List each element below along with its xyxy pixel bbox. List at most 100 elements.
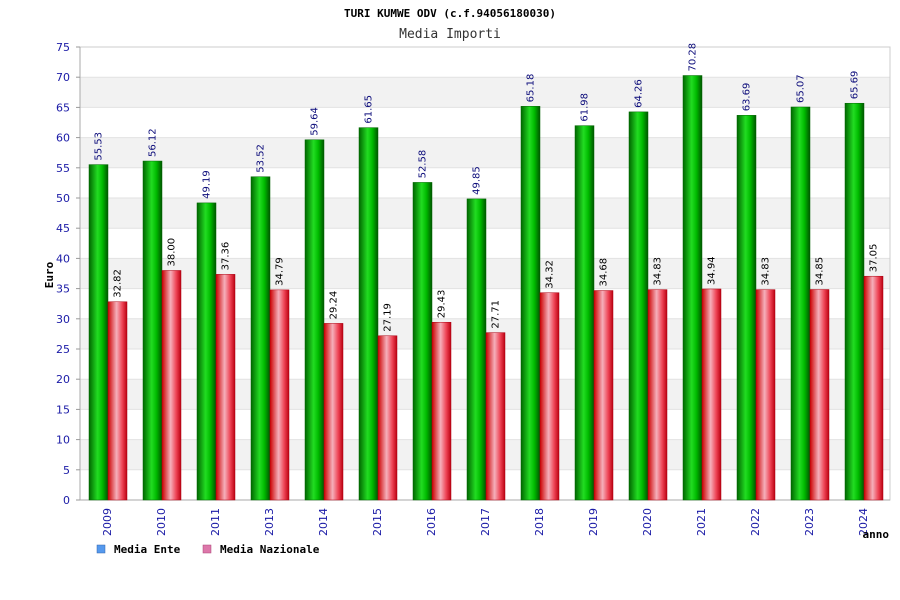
- bar-media-ente: [682, 75, 703, 501]
- y-tick-label: 75: [56, 41, 70, 54]
- bar-media-ente: [412, 182, 433, 501]
- x-tick-label: 2010: [155, 508, 168, 536]
- bar-media-ente: [304, 139, 325, 501]
- bar-media-ente: [520, 106, 541, 501]
- y-tick-label: 25: [56, 343, 70, 356]
- value-label-media-ente: 63.69: [742, 83, 753, 112]
- value-label-media-nazionale: 27.19: [383, 303, 394, 332]
- value-label-media-nazionale: 34.68: [599, 258, 610, 287]
- x-tick-label: 2016: [425, 508, 438, 536]
- bar-media-ente: [88, 164, 109, 501]
- y-axis-label: Euro: [43, 261, 56, 288]
- value-label-media-ente: 49.19: [202, 170, 213, 199]
- bars: [88, 75, 884, 501]
- y-tick-label: 65: [56, 101, 70, 114]
- bar-media-ente: [736, 115, 757, 501]
- value-label-media-ente: 65.07: [796, 74, 807, 103]
- y-tick-label: 40: [56, 252, 70, 265]
- value-label-media-nazionale: 34.94: [707, 256, 718, 285]
- y-tick-label: 10: [56, 434, 70, 447]
- value-label-media-nazionale: 27.71: [491, 300, 502, 329]
- value-label-media-ente: 70.28: [688, 43, 699, 72]
- value-label-media-ente: 64.26: [634, 79, 645, 108]
- x-tick-label: 2015: [371, 508, 384, 536]
- bar-media-nazionale: [431, 321, 452, 501]
- legend: Media Ente Media Nazionale: [96, 543, 320, 556]
- value-label-media-ente: 52.58: [418, 150, 429, 179]
- value-label-media-nazionale: 34.83: [761, 257, 772, 286]
- bar-media-nazionale: [701, 288, 722, 501]
- bar-media-ente: [250, 176, 271, 501]
- value-label-media-ente: 49.85: [472, 166, 483, 195]
- x-tick-label: 2013: [263, 508, 276, 536]
- y-tick-label: 20: [56, 373, 70, 386]
- x-tick-label: 2023: [803, 508, 816, 536]
- value-label-media-ente: 53.52: [256, 144, 267, 173]
- value-label-media-nazionale: 38.00: [167, 238, 178, 267]
- x-tick-label: 2017: [479, 508, 492, 536]
- x-tick-label: 2021: [695, 508, 708, 536]
- chart-title: TURI KUMWE ODV (c.f.94056180030): [344, 7, 556, 20]
- y-tick-label: 30: [56, 313, 70, 326]
- bar-media-nazionale: [215, 274, 236, 501]
- y-axis-ticks: 0 5 10 15 20 25 30 35 40 45 50 55 60 65 70 75: [56, 41, 80, 507]
- chart-subtitle: Media Importi: [399, 27, 501, 42]
- x-tick-label: 2024: [857, 508, 870, 536]
- bar-media-nazionale: [809, 289, 830, 501]
- y-tick-label: 0: [63, 494, 70, 507]
- bar-media-nazionale: [647, 289, 668, 501]
- x-tick-label: 2014: [317, 508, 330, 536]
- legend-swatch-media-ente: [96, 544, 106, 554]
- value-label-media-nazionale: 34.83: [653, 257, 664, 286]
- bar-media-nazionale: [323, 323, 344, 501]
- y-tick-label: 55: [56, 162, 70, 175]
- bar-media-nazionale: [755, 289, 776, 501]
- bar-media-nazionale: [161, 270, 182, 501]
- bar-media-ente: [142, 160, 163, 501]
- bar-media-ente: [790, 106, 811, 501]
- legend-label-media-nazionale: Media Nazionale: [220, 543, 320, 556]
- y-tick-label: 45: [56, 222, 70, 235]
- x-axis-ticks: 2009 2010 2011 2013 2014 2015 2016 2017 2018 2019…: [101, 508, 870, 536]
- y-tick-label: 50: [56, 192, 70, 205]
- x-tick-label: 2020: [641, 508, 654, 536]
- value-labels: 55.53 32.82 56.12 38.00 49.19 37.36 53.52 34.79…: [94, 43, 880, 332]
- bar-media-ente: [466, 198, 487, 501]
- plot-band: [80, 137, 890, 168]
- x-axis-label: anno: [863, 528, 890, 541]
- y-tick-label: 60: [56, 132, 70, 145]
- x-tick-label: 2022: [749, 508, 762, 536]
- plot-band: [80, 77, 890, 108]
- bar-media-nazionale: [593, 290, 614, 501]
- y-tick-label: 5: [63, 464, 70, 477]
- bar-media-ente: [844, 102, 865, 501]
- x-tick-label: 2009: [101, 508, 114, 536]
- bar-media-ente: [358, 127, 379, 501]
- bar-media-ente: [196, 202, 217, 501]
- bar-media-nazionale: [539, 292, 560, 501]
- bar-media-nazionale: [863, 275, 884, 501]
- bar-media-ente: [628, 111, 649, 501]
- value-label-media-nazionale: 34.32: [545, 260, 556, 289]
- legend-swatch-media-nazionale: [202, 544, 212, 554]
- bar-media-nazionale: [107, 301, 128, 501]
- bar-media-nazionale: [485, 332, 506, 501]
- bar-media-nazionale: [269, 289, 290, 501]
- value-label-media-ente: 56.12: [148, 128, 159, 157]
- value-label-media-ente: 65.69: [850, 71, 861, 100]
- value-label-media-nazionale: 37.36: [221, 242, 232, 271]
- value-label-media-ente: 55.53: [94, 132, 105, 161]
- x-tick-label: 2019: [587, 508, 600, 536]
- y-tick-label: 70: [56, 71, 70, 84]
- value-label-media-ente: 65.18: [526, 74, 537, 103]
- value-label-media-ente: 61.98: [580, 93, 591, 122]
- value-label-media-nazionale: 29.24: [329, 291, 340, 320]
- x-tick-label: 2018: [533, 508, 546, 536]
- value-label-media-nazionale: 32.82: [113, 269, 124, 298]
- bar-media-nazionale: [377, 335, 398, 501]
- value-label-media-nazionale: 37.05: [869, 244, 880, 273]
- bar-media-ente: [574, 125, 595, 501]
- value-label-media-ente: 59.64: [310, 107, 321, 136]
- value-label-media-nazionale: 29.43: [437, 290, 448, 319]
